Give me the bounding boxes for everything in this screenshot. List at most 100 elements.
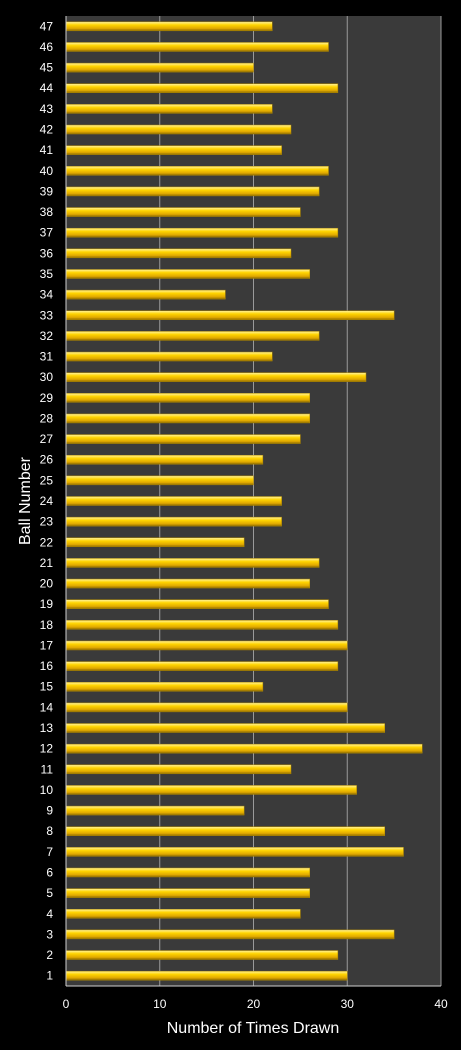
bar-ball-25 <box>65 475 254 486</box>
y-tick-label: 12 <box>40 742 54 756</box>
y-tick-label: 18 <box>40 618 54 632</box>
bar-ball-29 <box>65 393 310 403</box>
y-tick-label: 2 <box>46 948 53 962</box>
bar-ball-23 <box>65 516 282 527</box>
bar-ball-33 <box>65 310 395 321</box>
bar-ball-42 <box>65 124 292 135</box>
bar-ball-45 <box>65 62 254 73</box>
y-tick-label: 14 <box>40 700 54 714</box>
bar-ball-21 <box>65 558 320 568</box>
y-tick-label: 4 <box>46 907 53 921</box>
y-tick-label: 42 <box>40 123 54 137</box>
bar-ball-40 <box>65 166 329 176</box>
bar-ball-41 <box>65 145 282 155</box>
y-tick-label: 32 <box>40 329 54 343</box>
y-tick-label: 39 <box>40 184 54 198</box>
bar-ball-15 <box>65 681 264 692</box>
bar-ball-14 <box>65 702 348 713</box>
bar-ball-6 <box>65 867 310 878</box>
bar-ball-31 <box>65 351 273 362</box>
y-tick-label: 22 <box>40 535 54 549</box>
bar-ball-5 <box>65 888 310 898</box>
x-tick-label: 30 <box>341 997 355 1011</box>
bar-ball-17 <box>65 640 348 651</box>
x-tick-label: 0 <box>63 997 70 1011</box>
bar-ball-10 <box>65 785 357 795</box>
bar-ball-12 <box>65 743 423 754</box>
bar-ball-3 <box>65 929 395 940</box>
bar-ball-39 <box>65 186 320 197</box>
bar-ball-9 <box>65 805 245 816</box>
y-tick-label: 29 <box>40 391 54 405</box>
y-tick-label: 40 <box>40 164 54 178</box>
x-tick-label: 40 <box>434 997 448 1011</box>
bar-ball-7 <box>65 847 404 857</box>
y-tick-label: 41 <box>40 143 54 157</box>
x-tick-labels: 0 10 20 30 40 <box>63 997 448 1011</box>
y-tick-label: 19 <box>40 597 54 611</box>
x-tick-label: 20 <box>247 997 261 1011</box>
bar-ball-47 <box>65 21 273 32</box>
y-tick-label: 1 <box>46 969 53 983</box>
y-tick-label: 15 <box>40 680 54 694</box>
y-axis-title: Ball Number <box>17 456 34 545</box>
bar-ball-46 <box>65 42 329 52</box>
y-tick-label: 23 <box>40 515 54 529</box>
bar-ball-28 <box>65 413 310 424</box>
y-tick-label: 25 <box>40 473 54 487</box>
bar-ball-30 <box>65 372 367 382</box>
bar-ball-11 <box>65 764 292 775</box>
y-tick-label: 6 <box>46 865 53 879</box>
y-tick-label: 8 <box>46 824 53 838</box>
y-tick-label: 35 <box>40 267 54 281</box>
bar-ball-4 <box>65 909 301 919</box>
y-tick-label: 34 <box>40 288 54 302</box>
y-tick-label: 20 <box>40 577 54 591</box>
bar-ball-32 <box>65 331 320 341</box>
y-tick-label: 17 <box>40 638 54 652</box>
bar-ball-16 <box>65 661 339 671</box>
y-tick-label: 26 <box>40 453 54 467</box>
y-tick-label: 5 <box>46 886 53 900</box>
y-tick-label: 47 <box>40 19 54 33</box>
y-tick-label: 16 <box>40 659 54 673</box>
bar-ball-24 <box>65 496 282 506</box>
y-tick-label: 46 <box>40 40 54 54</box>
y-tick-label: 10 <box>40 783 54 797</box>
y-tick-label: 38 <box>40 205 54 219</box>
bar-ball-36 <box>65 248 292 259</box>
bar-ball-38 <box>65 207 301 217</box>
y-tick-label: 36 <box>40 246 54 260</box>
bar-ball-22 <box>65 537 245 548</box>
y-tick-label: 27 <box>40 432 54 446</box>
bar-ball-35 <box>65 269 310 279</box>
bar-ball-20 <box>65 578 310 589</box>
bar-ball-27 <box>65 434 301 444</box>
bar-ball-19 <box>65 599 329 609</box>
bar-ball-1 <box>65 970 348 981</box>
y-tick-label: 3 <box>46 927 53 941</box>
bar-ball-37 <box>65 227 339 238</box>
y-tick-label: 43 <box>40 102 54 116</box>
y-tick-label: 21 <box>40 556 54 570</box>
bar-ball-34 <box>65 289 226 300</box>
bar-ball-8 <box>65 826 385 836</box>
bars <box>65 21 423 981</box>
bar-ball-26 <box>65 454 264 465</box>
bar-ball-2 <box>65 950 339 960</box>
bar-ball-44 <box>65 83 339 93</box>
bar-ball-13 <box>65 723 385 733</box>
x-axis-title: Number of Times Drawn <box>167 1020 340 1037</box>
y-tick-label: 30 <box>40 370 54 384</box>
bar-ball-18 <box>65 620 339 630</box>
y-tick-label: 7 <box>46 845 53 859</box>
y-tick-label: 11 <box>41 762 54 776</box>
y-tick-labels: 1234567891011121314151617181920212223242… <box>40 19 54 982</box>
bar-ball-43 <box>65 104 273 114</box>
y-tick-label: 13 <box>40 721 54 735</box>
y-tick-label: 33 <box>40 308 54 322</box>
y-tick-label: 9 <box>46 804 53 818</box>
y-tick-label: 44 <box>40 81 54 95</box>
y-tick-label: 45 <box>40 61 54 75</box>
